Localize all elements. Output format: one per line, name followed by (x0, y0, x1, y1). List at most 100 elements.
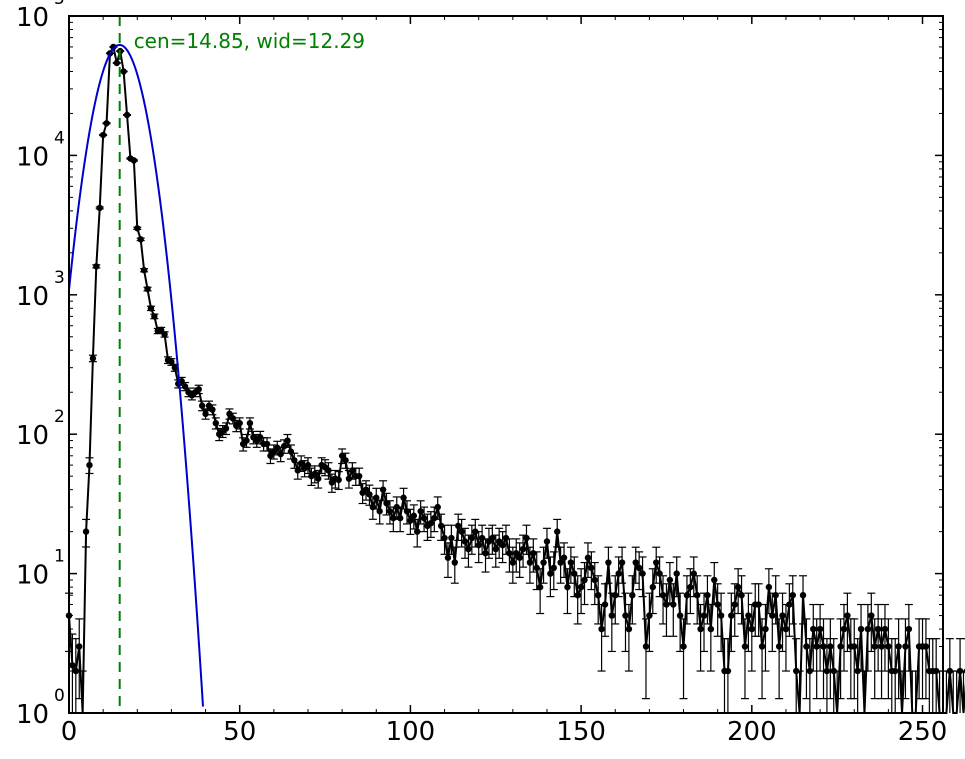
data-point (315, 475, 322, 482)
data-point (123, 111, 131, 119)
data-point (615, 570, 622, 577)
data-point (635, 564, 643, 572)
data-point (489, 534, 496, 542)
data-point (284, 437, 291, 444)
data-point (202, 410, 209, 418)
data-point (653, 559, 660, 566)
data-point (932, 667, 940, 675)
data-point (799, 591, 807, 599)
plot-background (69, 16, 943, 713)
data-point (745, 612, 752, 619)
data-point (581, 576, 588, 584)
data-point (670, 601, 677, 608)
data-point (113, 59, 120, 67)
x-tick-label: 0 (61, 717, 78, 747)
data-point (297, 459, 305, 467)
data-point (629, 591, 636, 599)
x-tick-label: 150 (556, 717, 606, 747)
data-point (704, 591, 711, 599)
data-point (533, 564, 540, 572)
data-point (345, 475, 353, 482)
data-point (287, 448, 295, 455)
data-point (256, 434, 264, 441)
data-point (274, 444, 281, 451)
data-point (816, 625, 824, 633)
data-point (707, 625, 715, 633)
data-point (557, 559, 564, 566)
data-point (714, 601, 721, 608)
data-point (673, 570, 680, 577)
data-point (137, 236, 144, 243)
data-point (513, 550, 520, 557)
data-point (335, 476, 342, 484)
data-point (222, 425, 230, 432)
data-point (810, 625, 817, 633)
data-point (632, 559, 639, 566)
data-point (383, 499, 390, 507)
data-point (608, 612, 616, 619)
data-point (468, 534, 476, 542)
data-point (400, 494, 407, 501)
data-point (813, 643, 820, 650)
data-point (373, 494, 380, 501)
x-tick-label: 250 (898, 717, 948, 747)
data-point (656, 570, 663, 577)
data-point (922, 643, 930, 650)
data-point (410, 512, 418, 519)
plot-frame (68, 15, 944, 714)
data-point (379, 486, 387, 493)
data-point (892, 667, 899, 675)
data-point (717, 612, 725, 619)
data-point (338, 452, 346, 459)
data-point (414, 528, 421, 535)
data-point (547, 570, 554, 577)
data-point (277, 450, 284, 458)
data-point (437, 522, 445, 530)
data-point (663, 601, 670, 608)
data-point (567, 559, 575, 566)
data-point (492, 545, 499, 553)
data-point (591, 576, 598, 584)
data-point (76, 643, 83, 650)
data-point (574, 591, 581, 599)
data-point (543, 538, 551, 545)
data-point (946, 667, 954, 675)
data-point (605, 559, 612, 566)
data-points (65, 43, 965, 675)
data-point (390, 514, 397, 522)
data-point (571, 570, 578, 577)
data-point (465, 545, 472, 553)
data-point (506, 550, 513, 557)
data-point (598, 625, 605, 633)
data-point (171, 364, 179, 371)
x-tick-label: 100 (386, 717, 436, 747)
data-point (956, 667, 964, 675)
data-point (803, 643, 810, 650)
data-point (748, 625, 756, 633)
data-point (755, 601, 762, 608)
data-point (844, 612, 851, 619)
data-point (168, 358, 175, 366)
data-point (697, 625, 704, 633)
data-point (625, 625, 633, 633)
y-tick-label-exponent: 5 (54, 0, 65, 9)
data-point (612, 591, 619, 599)
data-point (806, 667, 814, 675)
data-point (147, 305, 155, 312)
data-point (161, 331, 168, 338)
data-point (687, 583, 694, 591)
data-point (134, 225, 141, 232)
data-point (226, 410, 233, 418)
data-point (885, 643, 892, 650)
data-point (209, 406, 216, 413)
y-tick-label-base: 10 (16, 282, 49, 312)
data-point (86, 461, 93, 469)
data-point (99, 131, 107, 139)
data-point (851, 643, 858, 650)
data-point (762, 625, 769, 633)
fit-annotation: cen=14.85, wid=12.29 (134, 29, 365, 53)
data-point (246, 419, 254, 427)
data-point (396, 514, 404, 522)
data-point (369, 503, 377, 511)
data-point (96, 204, 103, 212)
